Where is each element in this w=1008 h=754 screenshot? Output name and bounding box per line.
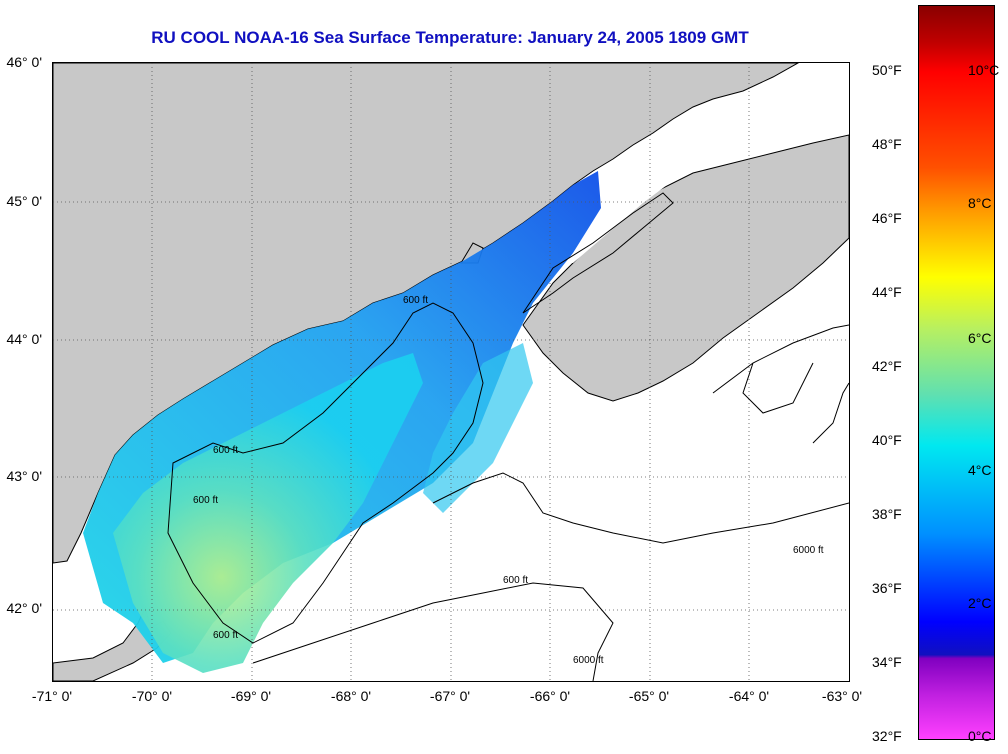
lon-label-63: -63° 0' bbox=[821, 688, 863, 704]
contour-label-7: 600 ft bbox=[213, 630, 238, 641]
cb-c-2: 2°C bbox=[968, 595, 992, 611]
cb-c-6: 6°C bbox=[968, 330, 992, 346]
cb-c-10: 10°C bbox=[968, 62, 1000, 78]
lat-label-46: 46° 0' bbox=[6, 54, 42, 70]
lon-label-67: -67° 0' bbox=[429, 688, 471, 704]
cb-f-48: 48°F bbox=[872, 136, 902, 152]
depth-contours bbox=[167, 192, 849, 681]
lon-label-64: -64° 0' bbox=[728, 688, 770, 704]
bay-of-fundy bbox=[543, 118, 768, 263]
lon-label-68: -68° 0' bbox=[330, 688, 372, 704]
contour-label-6: 6000 ft bbox=[573, 655, 604, 666]
graticule bbox=[53, 63, 849, 681]
sst-edge-patches bbox=[423, 343, 533, 513]
cb-c-8: 8°C bbox=[968, 195, 992, 211]
sst-map-svg: 600 ft 600 ft 600 ft 600 ft 6000 ft 6000… bbox=[53, 63, 849, 681]
lat-label-43: 43° 0' bbox=[6, 468, 42, 484]
cb-f-50: 50°F bbox=[872, 62, 902, 78]
contour-label-5: 6000 ft bbox=[793, 545, 824, 556]
sst-map: 600 ft 600 ft 600 ft 600 ft 6000 ft 6000… bbox=[52, 62, 850, 682]
cb-f-46: 46°F bbox=[872, 210, 902, 226]
cb-f-32: 32°F bbox=[872, 728, 902, 744]
cb-f-44: 44°F bbox=[872, 284, 902, 300]
lon-label-69: -69° 0' bbox=[230, 688, 272, 704]
lon-label-71: -71° 0' bbox=[31, 688, 73, 704]
lat-label-42: 42° 0' bbox=[6, 600, 42, 616]
cb-c-0: 0°C bbox=[968, 728, 992, 744]
lon-label-65: -65° 0' bbox=[628, 688, 670, 704]
lon-label-70: -70° 0' bbox=[131, 688, 173, 704]
contour-label-2: 600 ft bbox=[213, 445, 238, 456]
contour-label-4: 600 ft bbox=[503, 575, 528, 586]
cb-f-34: 34°F bbox=[872, 654, 902, 670]
cb-c-4: 4°C bbox=[968, 462, 992, 478]
sst-warm-core bbox=[113, 353, 423, 673]
lon-label-66: -66° 0' bbox=[529, 688, 571, 704]
contour-label-1: 600 ft bbox=[403, 295, 428, 306]
cb-f-42: 42°F bbox=[872, 358, 902, 374]
cb-f-38: 38°F bbox=[872, 506, 902, 522]
cb-f-36: 36°F bbox=[872, 580, 902, 596]
lat-label-44: 44° 0' bbox=[6, 331, 42, 347]
cb-f-40: 40°F bbox=[872, 432, 902, 448]
chart-title: RU COOL NOAA-16 Sea Surface Temperature:… bbox=[151, 28, 749, 47]
lat-label-45: 45° 0' bbox=[6, 193, 42, 209]
contour-label-3: 600 ft bbox=[193, 495, 218, 506]
temperature-colorbar bbox=[918, 5, 995, 740]
